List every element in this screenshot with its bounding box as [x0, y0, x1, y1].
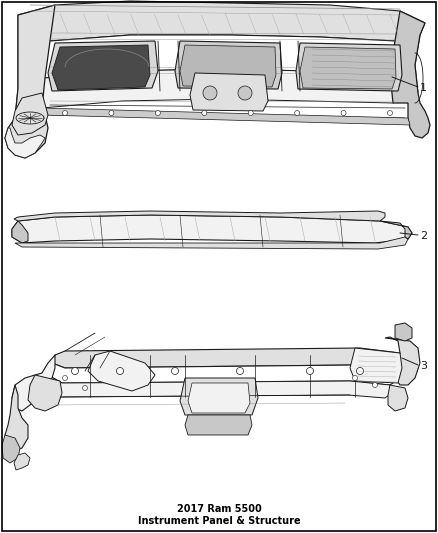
- Polygon shape: [5, 128, 45, 158]
- Polygon shape: [14, 453, 30, 470]
- Polygon shape: [180, 45, 276, 87]
- Polygon shape: [395, 323, 412, 341]
- Polygon shape: [14, 211, 385, 221]
- Polygon shape: [175, 41, 282, 89]
- Circle shape: [203, 86, 217, 100]
- Text: 2017 Ram 5500
Instrument Panel & Structure: 2017 Ram 5500 Instrument Panel & Structu…: [138, 504, 300, 526]
- Polygon shape: [18, 35, 420, 88]
- Polygon shape: [190, 73, 268, 111]
- Polygon shape: [88, 351, 155, 391]
- Polygon shape: [48, 363, 400, 385]
- Text: 3: 3: [420, 361, 427, 371]
- Circle shape: [109, 110, 114, 116]
- Circle shape: [238, 86, 252, 100]
- Polygon shape: [390, 11, 430, 138]
- Polygon shape: [12, 221, 28, 243]
- Polygon shape: [48, 41, 158, 91]
- Circle shape: [372, 383, 378, 387]
- Circle shape: [295, 110, 300, 116]
- Polygon shape: [28, 375, 62, 411]
- Circle shape: [388, 110, 392, 116]
- Polygon shape: [52, 348, 405, 368]
- Circle shape: [71, 367, 78, 375]
- Circle shape: [155, 110, 160, 116]
- Polygon shape: [385, 337, 420, 385]
- Polygon shape: [18, 1, 425, 51]
- Polygon shape: [300, 47, 396, 89]
- Polygon shape: [350, 348, 402, 383]
- Text: 2: 2: [420, 231, 427, 241]
- Polygon shape: [188, 383, 250, 413]
- Text: 1: 1: [420, 83, 427, 93]
- Polygon shape: [15, 65, 418, 118]
- Circle shape: [237, 367, 244, 375]
- Circle shape: [63, 110, 67, 116]
- Circle shape: [353, 376, 357, 381]
- Polygon shape: [12, 355, 55, 411]
- Circle shape: [202, 110, 207, 116]
- Circle shape: [172, 367, 179, 375]
- Polygon shape: [5, 5, 55, 158]
- Polygon shape: [5, 385, 28, 451]
- Polygon shape: [12, 93, 48, 135]
- Polygon shape: [185, 415, 252, 435]
- Circle shape: [117, 367, 124, 375]
- Polygon shape: [52, 45, 150, 90]
- Circle shape: [357, 367, 364, 375]
- Polygon shape: [296, 43, 402, 91]
- Polygon shape: [2, 435, 20, 463]
- Polygon shape: [380, 221, 412, 239]
- Circle shape: [82, 385, 88, 391]
- Polygon shape: [388, 385, 408, 411]
- Polygon shape: [12, 215, 412, 243]
- Polygon shape: [180, 378, 258, 415]
- Circle shape: [248, 110, 253, 116]
- Polygon shape: [42, 108, 410, 125]
- Circle shape: [307, 367, 314, 375]
- Circle shape: [63, 376, 67, 381]
- Circle shape: [341, 110, 346, 116]
- Polygon shape: [45, 375, 392, 398]
- Polygon shape: [15, 237, 408, 249]
